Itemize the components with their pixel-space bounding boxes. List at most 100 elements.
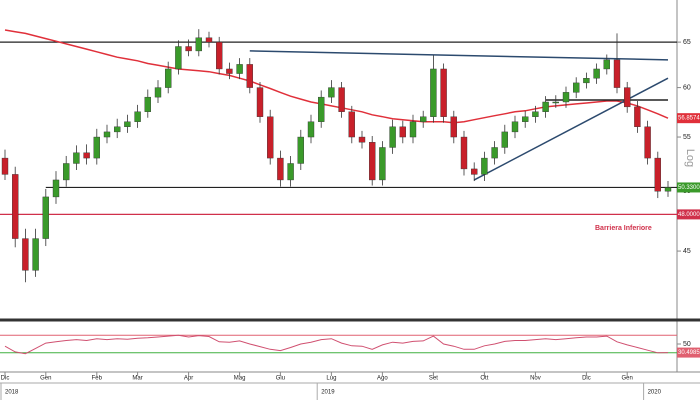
candle-body	[32, 238, 39, 271]
candle-body	[246, 64, 254, 88]
scale-label: Log	[684, 149, 696, 167]
level-label: 48.0000	[678, 212, 700, 218]
level-note: Barriera Inferiore	[595, 225, 652, 232]
candle-body	[124, 121, 131, 128]
candle-body	[144, 96, 152, 112]
candle-body	[613, 59, 621, 88]
candle-body	[430, 68, 437, 117]
candle-body	[1, 157, 9, 175]
candle-body	[42, 196, 49, 239]
candle-body	[409, 121, 417, 138]
candle-body	[624, 87, 631, 108]
candle-body	[603, 59, 610, 70]
candle-body	[83, 152, 90, 159]
candle-body	[593, 68, 600, 79]
x-tick-label: Dic	[582, 376, 591, 382]
candle-body	[522, 116, 529, 122]
rsi-label-box	[677, 347, 700, 358]
candle-body	[348, 111, 355, 138]
candle-body	[379, 147, 386, 181]
level-label-box	[677, 182, 700, 193]
x-tick-label: Gen	[622, 376, 633, 382]
candle-body	[583, 78, 590, 84]
candle-body	[73, 152, 80, 164]
y-tick-label: 65	[683, 39, 691, 46]
candle-body	[369, 142, 376, 181]
candle-body	[154, 87, 162, 98]
x-tick-label: Nov	[530, 376, 541, 382]
candle-body	[450, 116, 457, 138]
candle-body	[358, 136, 366, 143]
x-tick-label: Ott	[480, 376, 488, 382]
x-tick-label: Feb	[92, 376, 103, 382]
candle-body	[634, 106, 641, 128]
x-tick-label: Giu	[276, 376, 285, 382]
candle-body	[226, 68, 233, 74]
candle-body	[195, 37, 203, 52]
candle-body	[460, 136, 468, 170]
candle-body	[113, 126, 121, 133]
candle-body	[481, 157, 488, 175]
candle-body	[501, 131, 508, 148]
candle-body	[664, 187, 672, 192]
candle-body	[471, 168, 478, 175]
level-label-box	[677, 209, 700, 220]
candle-body	[573, 82, 580, 93]
trendline	[249, 50, 669, 61]
candle-body	[93, 136, 101, 159]
candle-body	[307, 121, 315, 138]
candle-body	[22, 238, 29, 271]
x-tick-label: Gen	[40, 376, 51, 382]
x-tick-label: Mar	[132, 376, 142, 382]
candle-body	[399, 126, 406, 138]
candle-body	[297, 136, 304, 164]
candle-body	[52, 179, 60, 198]
level-label: 50.3300	[678, 185, 700, 191]
candle-body	[511, 121, 519, 133]
year-label: 2019	[321, 390, 335, 396]
rsi-line	[4, 334, 669, 355]
trendline	[473, 77, 669, 181]
x-tick-label: Mag	[234, 376, 246, 382]
x-tick-label: Apr	[184, 376, 193, 382]
candle-body	[328, 87, 335, 98]
candle-body	[338, 87, 345, 112]
y-tick-label: 45	[683, 248, 691, 255]
candle-body	[215, 41, 223, 70]
x-tick-label: Dic	[1, 376, 10, 382]
candle-body	[654, 157, 661, 192]
rsi-label: 30.4985	[678, 350, 700, 356]
candle-body	[256, 87, 264, 117]
candle-body	[532, 111, 539, 117]
candle-body	[11, 174, 19, 239]
candle-body	[287, 163, 294, 181]
candle-body	[175, 46, 182, 70]
rsi-tick-label: 50	[683, 341, 691, 348]
ma-label: 56.8574	[678, 116, 700, 122]
x-tick-label: Set	[429, 376, 438, 382]
y-tick-label: 55	[683, 134, 691, 141]
candle-body	[440, 68, 447, 117]
year-label: 2020	[648, 390, 662, 396]
candle-body	[185, 46, 192, 52]
candle-body	[134, 111, 141, 122]
candle-body	[420, 116, 427, 122]
x-tick-label: Lug	[326, 376, 336, 382]
x-tick-label: Ago	[377, 376, 388, 382]
candle-body	[63, 163, 70, 181]
candle-body	[267, 116, 274, 159]
candle-body	[542, 101, 549, 112]
candle-body	[205, 37, 213, 43]
year-label: 2018	[5, 390, 19, 396]
candle-body	[318, 96, 325, 122]
candle-body	[236, 64, 243, 74]
candle-body	[562, 92, 570, 103]
candle-body	[644, 126, 651, 159]
candle-body	[491, 147, 498, 159]
candle-body	[389, 126, 396, 148]
candle-body	[164, 68, 172, 88]
moving-average	[4, 29, 669, 124]
y-tick-label: 60	[683, 84, 691, 91]
